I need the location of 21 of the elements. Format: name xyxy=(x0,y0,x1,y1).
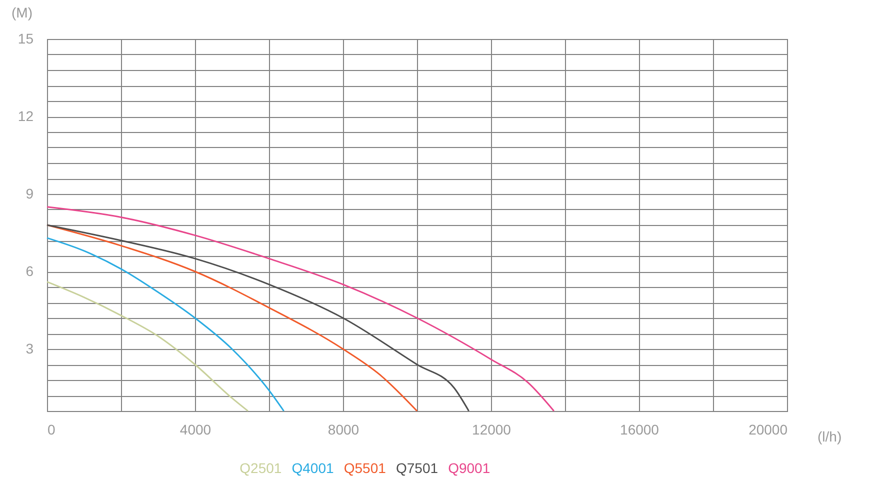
x-tick-label: 4000 xyxy=(180,422,212,438)
y-tick-label: 12 xyxy=(18,108,34,124)
text: Q7501 xyxy=(396,460,438,476)
text: Q9001 xyxy=(448,460,490,476)
text: Q2501 xyxy=(240,460,282,476)
x-tick-label: 0 xyxy=(48,422,56,438)
text: Q4001 xyxy=(292,460,334,476)
y-tick-label: 3 xyxy=(26,340,34,356)
y-tick-label: 6 xyxy=(26,263,34,279)
text: Q5501 xyxy=(344,460,386,476)
x-tick-label: 8000 xyxy=(328,422,360,438)
x-tick-label: 20000 xyxy=(748,422,788,438)
x-tick-label: 12000 xyxy=(472,422,512,438)
y-tick-label: 15 xyxy=(18,30,34,46)
line-series xyxy=(46,237,285,412)
y-axis-title: (M) xyxy=(12,4,32,20)
line-series xyxy=(46,281,249,412)
y-tick-label: 9 xyxy=(26,186,34,202)
x-axis-title: (l/h) xyxy=(818,428,842,444)
x-tick-label: 16000 xyxy=(620,422,660,438)
line-series xyxy=(46,206,555,412)
